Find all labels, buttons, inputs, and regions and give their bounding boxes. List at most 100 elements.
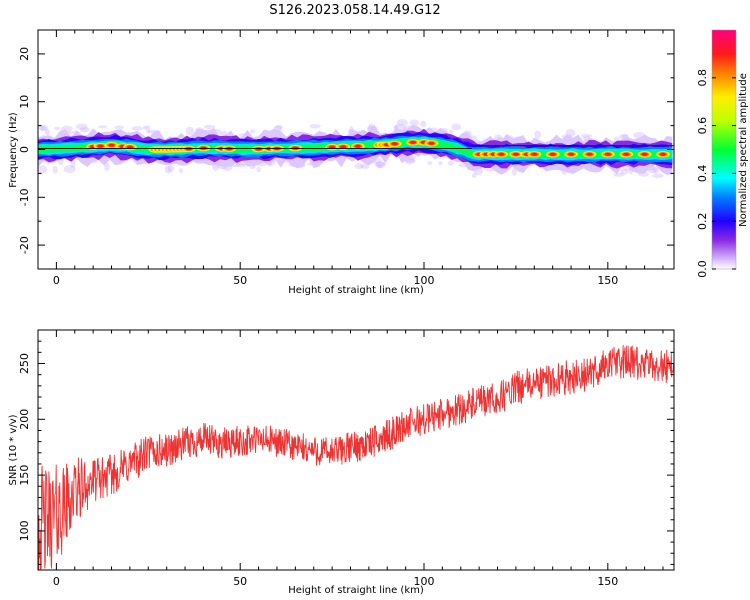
- spectrogram-halo-blob: [114, 125, 125, 130]
- spectrogram-halo-blob: [409, 119, 420, 126]
- spectrogram-hotspot-peak: [549, 152, 556, 156]
- spectrogram-hotspot-peak: [339, 145, 347, 149]
- spectrogram-hotspot-peak: [97, 144, 104, 148]
- spectrogram-content: [38, 119, 674, 179]
- spectrogram-halo-blob: [44, 128, 50, 136]
- colorbar-tick-label: 0.2: [696, 212, 709, 230]
- spectrogram-hotspot-peak: [498, 152, 505, 156]
- spectrogram-halo-blob: [275, 125, 284, 130]
- spectrogram-halo-blob: [185, 126, 195, 136]
- spectrogram-halo-blob: [360, 163, 370, 169]
- spectrogram-hotspot-peak: [604, 152, 612, 156]
- spectrogram-halo-blob: [167, 164, 174, 173]
- snr-x-tick-label: 50: [233, 575, 247, 588]
- colorbar-label: Normalized spectral amplitude: [738, 73, 749, 227]
- spectrogram-y-tick-label: 10: [18, 95, 31, 109]
- colorbar-ticks: 0.0 0.2 0.4 0.6 0.8: [696, 69, 736, 278]
- spectrogram-halo-blob: [256, 166, 261, 173]
- spectrogram-halo-blob: [39, 125, 46, 131]
- colorbar-tick-label: 0.0: [696, 260, 709, 278]
- snr-y-tick-label: 150: [18, 465, 31, 486]
- spectrogram-x-tick-label: 100: [414, 274, 435, 287]
- spectrogram-y-tick-label: 0: [18, 146, 31, 153]
- spectrogram-hotspot-peak: [659, 152, 667, 156]
- figure-title: S126.2023.058.14.49.G12: [269, 3, 440, 18]
- spectrogram-halo-blob: [405, 156, 416, 165]
- spectrogram-y-tick-label: -20: [18, 236, 31, 254]
- snr-y-tick-label: 250: [18, 353, 31, 374]
- spectrogram-hotspot-peak: [586, 152, 593, 156]
- colorbar-frame: [711, 29, 737, 270]
- spectrogram-halo-blob: [471, 173, 477, 179]
- spectrogram-hotspot-peak: [531, 152, 538, 156]
- spectrogram-halo-blob: [374, 161, 386, 169]
- spectrogram-halo-blob: [448, 160, 454, 166]
- spectrogram-halo-blob: [70, 160, 76, 169]
- spectrogram-y-ticks: -20 -10 0 10 20: [18, 29, 674, 270]
- snr-y-ticks: 100 150 200 250: [18, 329, 674, 565]
- spectrogram-hotspot-peak: [108, 143, 115, 147]
- spectrogram-halo-blob: [52, 165, 58, 174]
- snr-series-line: [38, 344, 674, 570]
- spectrogram-hotspot-peak: [409, 140, 417, 144]
- spectrogram-panel: 0 50 100 150 -20 -10 0 10 20 Height of straight…: [8, 29, 749, 296]
- snr-x-tick-label: 150: [597, 575, 618, 588]
- spectrogram-halo-blob: [427, 161, 433, 165]
- spectrogram-hotspot-peak: [328, 145, 336, 149]
- spectrogram-hotspot-peak: [126, 145, 134, 149]
- spectrogram-halo-blob: [420, 120, 427, 128]
- spectrogram-halo-blob: [580, 133, 593, 138]
- spectrogram-halo-blob: [235, 163, 246, 168]
- spectrogram-halo-blob: [309, 124, 321, 129]
- spectrogram-halo-blob: [448, 129, 454, 134]
- spectrogram-hotspot-peak: [567, 152, 575, 156]
- spectrogram-halo-blob: [164, 165, 172, 174]
- spectrogram-y-tick-label: -10: [18, 188, 31, 206]
- spectrogram-halo-blob: [97, 125, 107, 129]
- spectrogram-halo-blob: [375, 161, 386, 167]
- spectrogram-hotspot-peak: [200, 146, 207, 150]
- spectrogram-halo-blob: [376, 164, 383, 169]
- spectrogram-halo-blob: [63, 165, 76, 174]
- snr-x-tick-label: 0: [53, 575, 60, 588]
- spectrogram-hotspot-peak: [623, 152, 630, 156]
- spectrogram-hotspot-peak: [255, 147, 262, 151]
- snr-panel: 0 50 100 150 100 150 200 250 Height of straigh…: [8, 329, 675, 596]
- spectrogram-halo-blob: [54, 126, 61, 131]
- spectrogram-halo-blob: [79, 127, 90, 133]
- spectrogram-x-ticks: 0 50 100 150: [37, 30, 664, 287]
- spectrogram-halo-blob: [451, 123, 462, 131]
- spectrogram-hotspot-peak: [391, 142, 398, 146]
- spectrogram-halo-blob: [38, 165, 48, 174]
- colorbar-gradient: [712, 30, 736, 269]
- spectrogram-x-axis-label: Height of straight line (km): [288, 285, 424, 296]
- snr-y-tick-label: 200: [18, 409, 31, 430]
- spectrogram-hotspot-peak: [512, 152, 520, 156]
- colorbar-tick-label: 0.4: [696, 165, 709, 183]
- spectrogram-halo-blob: [38, 125, 49, 131]
- spectrogram-halo-blob: [203, 124, 216, 129]
- snr-content: [38, 344, 674, 570]
- spectrogram-halo-blob: [249, 129, 256, 133]
- spectrogram-hotspot-peak: [354, 144, 362, 148]
- snr-y-axis-label: SNR (10 * v/v): [8, 414, 19, 485]
- spectrogram-halo-blob: [511, 167, 517, 176]
- spectrogram-halo-blob: [534, 130, 542, 139]
- colorbar-tick-label: 0.8: [696, 69, 709, 87]
- spectrogram-halo-blob: [178, 168, 184, 174]
- spectrogram-halo-blob: [653, 166, 659, 174]
- spectrogram-halo-blob: [613, 172, 625, 177]
- spectrogram-halo-blob: [142, 125, 148, 130]
- spectrogram-halo-blob: [619, 168, 629, 175]
- spectrogram-hotspot-peak: [292, 146, 299, 150]
- spectrogram-halo-blob: [104, 162, 110, 171]
- spectrogram-halo-blob: [651, 173, 664, 178]
- snr-frame: [37, 329, 675, 571]
- spectrogram-halo-blob: [145, 125, 151, 134]
- spectrogram-halo-blob: [75, 123, 88, 130]
- snr-x-tick-label: 100: [414, 575, 435, 588]
- spectrogram-x-tick-label: 50: [233, 274, 247, 287]
- spectrogram-halo-blob: [438, 161, 443, 166]
- spectrogram-x-tick-label: 150: [597, 274, 618, 287]
